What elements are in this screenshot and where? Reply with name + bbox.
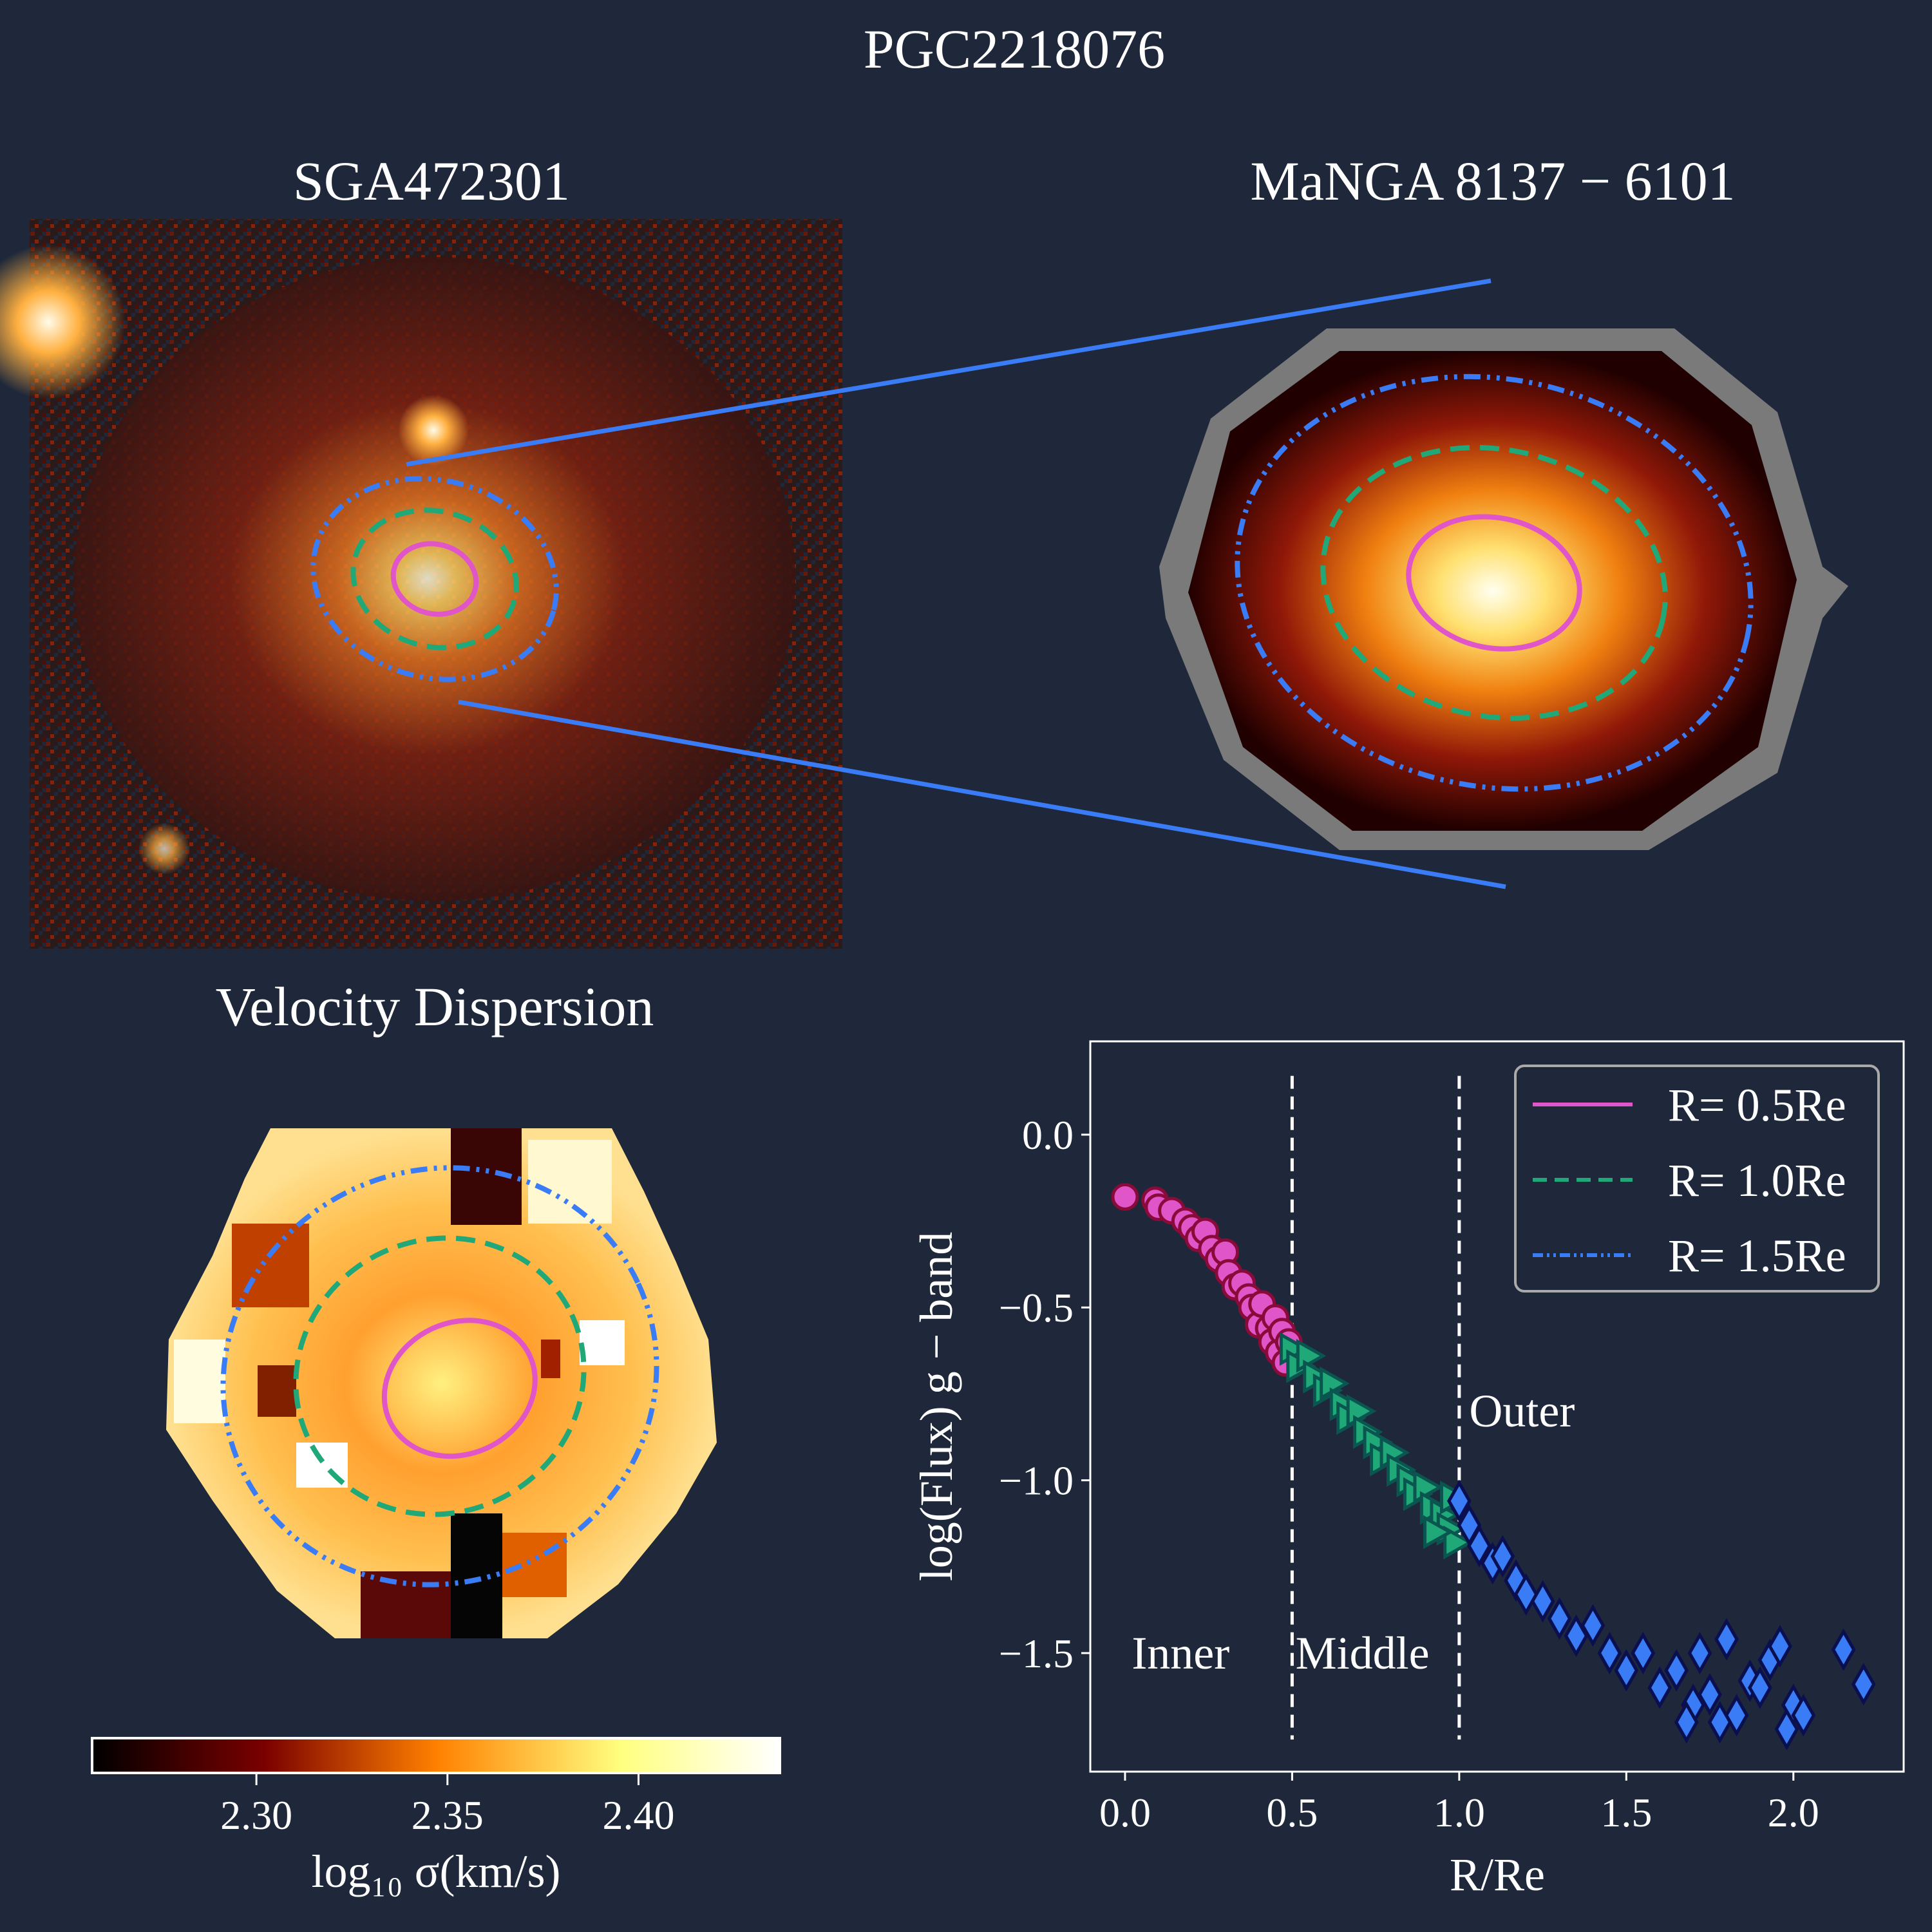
data-point-outer bbox=[1791, 1694, 1816, 1737]
optical-panel-title: SGA472301 bbox=[293, 150, 570, 212]
data-point-outer bbox=[1631, 1631, 1656, 1674]
plot-frame bbox=[1089, 1040, 1905, 1773]
manga-aperture-ellipses bbox=[1235, 374, 1754, 792]
optical-image bbox=[0, 219, 842, 949]
region-label-outer: Outer bbox=[1469, 1385, 1575, 1437]
x-tick-label: 1.0 bbox=[1434, 1790, 1485, 1835]
dispersion-aperture-ellipses bbox=[220, 1165, 659, 1587]
x-tick-label: 1.5 bbox=[1600, 1790, 1652, 1835]
data-point-middle bbox=[1423, 1515, 1454, 1549]
colorbar-tick-label: 2.30 bbox=[220, 1792, 292, 1838]
data-point-outer bbox=[1564, 1615, 1589, 1658]
manga-panel-title: MaNGA 8137 − 6101 bbox=[1250, 150, 1735, 212]
data-point-outer bbox=[1647, 1666, 1672, 1709]
colorbar-tick-label: 2.35 bbox=[412, 1792, 484, 1838]
data-point-outer bbox=[1580, 1604, 1605, 1647]
colorbar-tick-label: 2.40 bbox=[602, 1792, 674, 1838]
x-tick-label: 0.5 bbox=[1266, 1790, 1318, 1835]
velocity-dispersion-map bbox=[166, 1128, 717, 1638]
y-tick-label: −0.5 bbox=[999, 1285, 1074, 1331]
x-tick-label: 2.0 bbox=[1768, 1790, 1819, 1835]
legend-label-2: R= 1.5Re bbox=[1668, 1230, 1846, 1282]
dispersion-panel-title: Velocity Dispersion bbox=[216, 976, 654, 1037]
data-point-outer bbox=[1513, 1573, 1539, 1616]
data-point-outer bbox=[1714, 1618, 1739, 1661]
data-point-outer bbox=[1747, 1666, 1772, 1709]
data-point-outer bbox=[1664, 1649, 1689, 1692]
data-point-outer bbox=[1446, 1479, 1472, 1522]
data-point-outer bbox=[1851, 1663, 1876, 1706]
manga-image bbox=[1159, 328, 1848, 850]
data-point-outer bbox=[1698, 1673, 1722, 1716]
x-axis-label: R/Re bbox=[1450, 1849, 1545, 1900]
data-point-outer bbox=[1768, 1625, 1792, 1668]
data-point-outer bbox=[1707, 1701, 1732, 1744]
data-point-outer bbox=[1490, 1535, 1515, 1578]
legend-label-0: R= 0.5Re bbox=[1668, 1079, 1846, 1131]
data-point-outer bbox=[1614, 1649, 1639, 1692]
figure-title: PGC2218076 bbox=[864, 18, 1165, 80]
region-label-inner: Inner bbox=[1132, 1627, 1229, 1679]
colorbar: 2.30 2.35 2.40 log₁₀ σ(km/s) bbox=[91, 1737, 781, 1897]
colorbar-label: log₁₀ σ(km/s) bbox=[312, 1846, 561, 1897]
legend: R= 0.5Re R= 1.0Re R= 1.5Re bbox=[1514, 1065, 1880, 1293]
data-point-outer bbox=[1687, 1631, 1712, 1674]
y-tick-label: −1.0 bbox=[999, 1458, 1074, 1504]
data-point-outer bbox=[1674, 1701, 1699, 1744]
zoom-connector-bottom bbox=[458, 699, 1506, 889]
data-point-outer bbox=[1724, 1694, 1749, 1737]
region-label-middle: Middle bbox=[1296, 1627, 1430, 1679]
data-point-outer bbox=[1467, 1524, 1492, 1567]
data-point-outer bbox=[1597, 1631, 1622, 1674]
zoom-connector-top bbox=[406, 278, 1492, 467]
y-tick-label: −1.5 bbox=[999, 1631, 1074, 1676]
data-point-inner bbox=[1111, 1183, 1139, 1211]
flux-profile-chart: 0.0 0.5 1.0 1.5 2.0 0.0 −0.5 −1.0 −1.5 Inner Midd… bbox=[911, 1040, 1905, 1900]
legend-label-1: R= 1.0Re bbox=[1668, 1155, 1846, 1206]
x-tick-label: 0.0 bbox=[1099, 1790, 1151, 1835]
y-axis-label: log(Flux) g − band bbox=[911, 1232, 962, 1582]
y-tick-label: 0.0 bbox=[1022, 1112, 1074, 1158]
data-point-outer bbox=[1831, 1628, 1856, 1671]
data-point-outer bbox=[1547, 1597, 1572, 1640]
data-point-middle bbox=[1443, 1525, 1473, 1560]
optical-aperture-ellipses bbox=[310, 476, 559, 682]
data-point-outer bbox=[1530, 1580, 1555, 1623]
